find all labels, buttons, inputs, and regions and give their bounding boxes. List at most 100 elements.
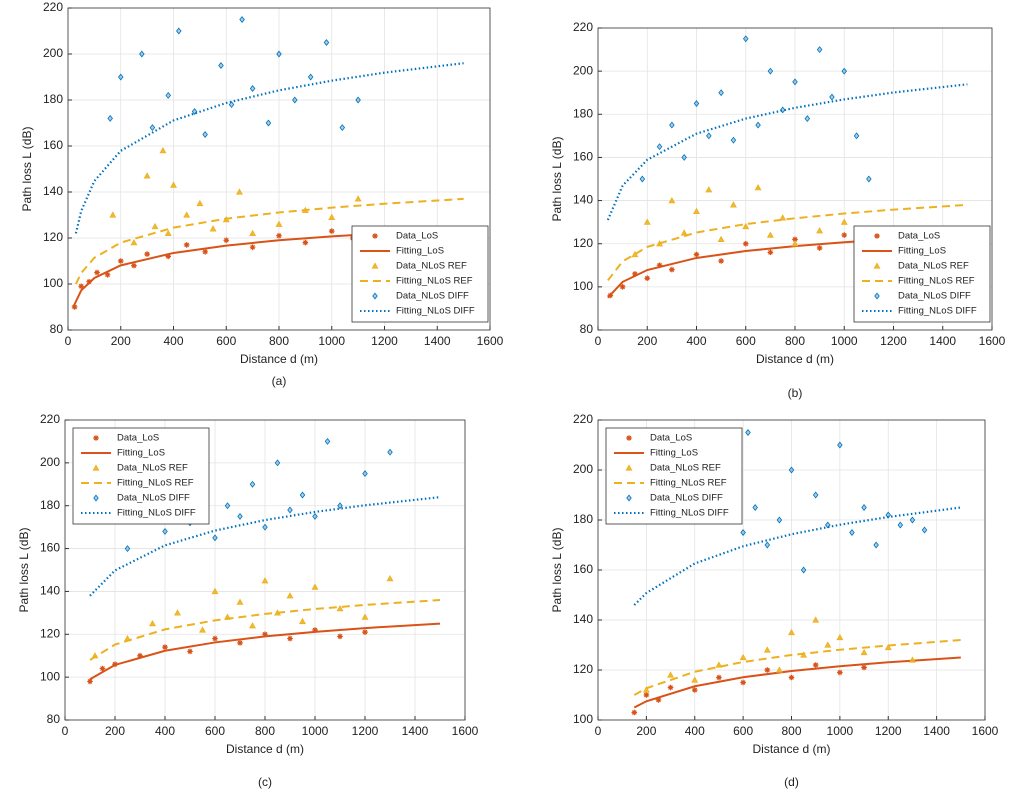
- marker: [183, 242, 190, 248]
- fit-line: [607, 203, 968, 282]
- marker: [307, 73, 314, 81]
- legend-swatch: [874, 292, 880, 300]
- marker: [705, 186, 713, 193]
- marker: [94, 269, 100, 276]
- marker: [639, 175, 646, 183]
- legend-swatch: [93, 494, 99, 502]
- x-tick-label: 200: [105, 724, 125, 738]
- legend-label: Data_LoS: [650, 433, 692, 444]
- legend-label: Fitting_NLoS REF: [650, 478, 727, 489]
- y-tick-label: 140: [573, 193, 593, 207]
- marker: [837, 669, 843, 676]
- marker: [202, 249, 208, 255]
- y-tick-label: 180: [40, 498, 60, 512]
- marker: [249, 229, 257, 237]
- x-tick-label: 1200: [352, 724, 379, 738]
- legend-label: Data_LoS: [396, 231, 438, 242]
- marker: [788, 674, 795, 681]
- marker: [804, 115, 811, 123]
- marker: [717, 235, 725, 243]
- marker: [261, 577, 269, 584]
- x-tick-label: 200: [636, 724, 656, 738]
- y-tick-label: 120: [43, 230, 63, 244]
- marker: [866, 175, 872, 183]
- legend-label: Fitting_LoS: [117, 448, 165, 459]
- legend-swatch: [626, 494, 632, 502]
- marker: [767, 67, 774, 75]
- marker: [187, 648, 193, 655]
- caption: (b): [788, 386, 803, 400]
- marker: [275, 220, 283, 227]
- legend-swatch: [626, 435, 632, 441]
- marker: [755, 121, 761, 129]
- marker: [292, 96, 298, 104]
- y-tick-label: 140: [43, 184, 63, 198]
- marker: [143, 172, 151, 179]
- marker: [170, 181, 177, 188]
- marker: [693, 100, 700, 107]
- marker: [276, 50, 282, 58]
- marker: [706, 132, 712, 140]
- marker: [130, 238, 138, 246]
- x-tick-label: 1000: [827, 724, 854, 738]
- marker: [745, 429, 751, 436]
- x-tick-label: 200: [637, 334, 657, 348]
- marker: [792, 78, 798, 86]
- marker: [816, 227, 824, 234]
- fit-line: [75, 197, 464, 285]
- marker: [667, 684, 674, 691]
- panel: 0 200 400 600 800 1000 1200 1400 1600 80 100 120 140…: [550, 20, 1005, 400]
- marker: [239, 16, 245, 23]
- x-tick-label: 400: [163, 334, 183, 348]
- marker: [669, 266, 675, 273]
- marker: [235, 188, 243, 195]
- marker: [117, 258, 124, 264]
- legend-swatch: [92, 464, 100, 471]
- fit-line: [89, 496, 441, 597]
- marker: [642, 686, 650, 693]
- x-tick-label: 0: [595, 334, 602, 348]
- marker: [202, 131, 208, 138]
- x-tick-label: 0: [65, 334, 72, 348]
- marker: [131, 262, 137, 269]
- marker: [779, 214, 787, 221]
- marker: [853, 132, 860, 140]
- marker: [249, 622, 256, 629]
- legend-swatch: [93, 435, 99, 441]
- x-tick-label: 1600: [477, 334, 504, 348]
- marker: [109, 211, 117, 218]
- marker: [788, 628, 795, 636]
- x-axis-label: Distance d (m): [240, 352, 318, 366]
- legend-label: Fitting_LoS: [396, 246, 444, 257]
- marker: [361, 613, 369, 620]
- marker: [311, 583, 319, 590]
- marker: [328, 213, 336, 220]
- marker: [816, 46, 823, 54]
- marker: [837, 441, 843, 449]
- x-tick-label: 1000: [302, 724, 329, 738]
- marker: [237, 640, 243, 646]
- marker: [667, 671, 675, 678]
- marker: [691, 687, 698, 693]
- marker: [218, 62, 224, 69]
- fit-line: [89, 622, 441, 681]
- marker: [199, 626, 206, 633]
- x-tick-label: 1600: [452, 724, 479, 738]
- plot-frame: [64, 419, 466, 721]
- legend-swatch: [372, 233, 378, 239]
- marker: [299, 491, 306, 499]
- marker: [655, 697, 662, 703]
- marker: [668, 196, 676, 204]
- marker: [644, 275, 651, 282]
- plot-frame: [67, 7, 491, 331]
- marker: [124, 545, 131, 553]
- legend-label: Data_NLoS DIFF: [898, 291, 971, 302]
- marker: [78, 283, 84, 290]
- y-tick-label: 220: [573, 412, 593, 426]
- legend: Data_LoS Fitting_LoS Data_NLoS REF Fitting_…: [351, 225, 489, 323]
- legend-swatch: [874, 233, 880, 239]
- marker: [873, 541, 879, 549]
- plot-marks: [631, 429, 961, 716]
- legend-label: Data_NLoS REF: [117, 463, 188, 474]
- marker: [249, 480, 256, 488]
